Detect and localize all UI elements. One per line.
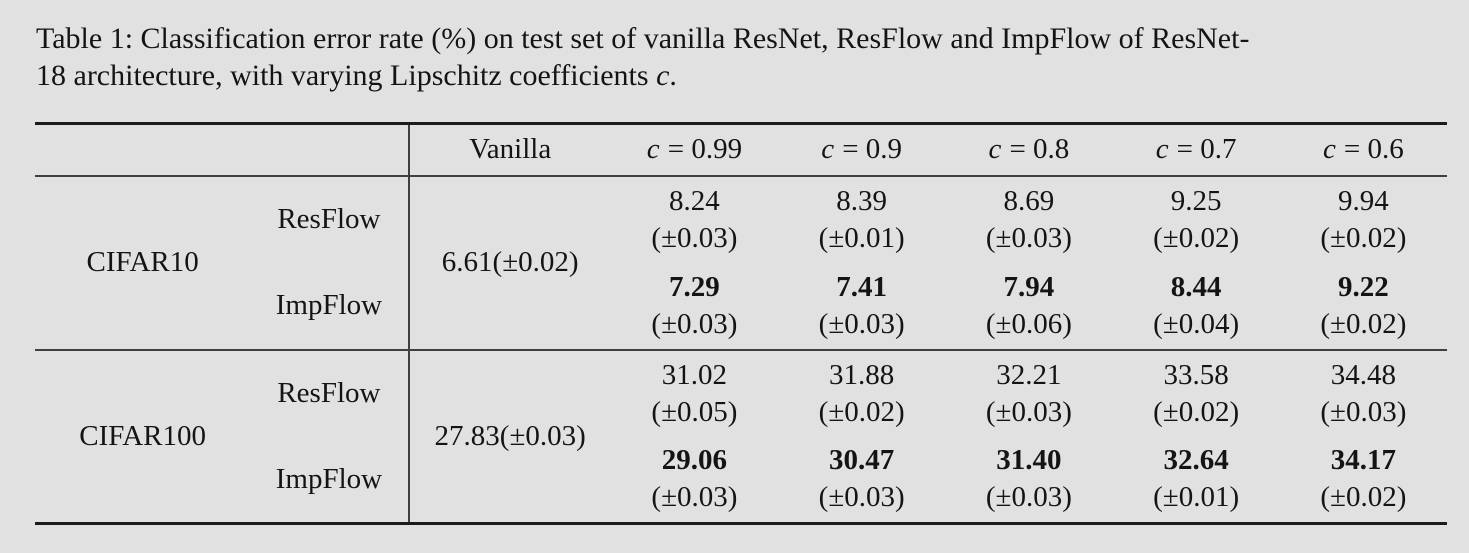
cell-cifar10-resflow-c06: 9.94 (±0.02) xyxy=(1320,184,1407,254)
cell-cifar100-resflow-c06: 34.48 (±0.03) xyxy=(1320,358,1407,428)
model-label-impflow: ImpFlow xyxy=(275,289,383,321)
caption-line2: 18 architecture, with varying Lipschitz … xyxy=(36,59,677,92)
cell-cifar100-impflow-c06: 34.17 (±0.02) xyxy=(1320,444,1407,514)
header-c-0-8: c = 0.8 xyxy=(988,133,1070,166)
cell-cifar100-resflow-c08: 32.21 (±0.03) xyxy=(985,358,1072,428)
cifar100-block: CIFAR100 ResFlow 27.83(±0.03) 31.02 (±0.0… xyxy=(35,349,1447,524)
vanilla-value-cifar10: 6.61(±0.02) xyxy=(407,175,611,350)
cell-cifar10-impflow-c06: 9.22 (±0.02) xyxy=(1320,270,1407,340)
cell-cifar10-resflow-c09: 8.39 (±0.01) xyxy=(818,184,905,254)
cifar100-resflow-row: CIFAR100 ResFlow 27.83(±0.03) 31.02 (±0.0… xyxy=(35,349,1447,524)
header-empty-dataset xyxy=(35,124,250,176)
cell-cifar10-resflow-c099: 8.24 (±0.03) xyxy=(651,184,738,254)
table-caption: Table 1: Classification error rate (%) o… xyxy=(36,20,1448,94)
cell-cifar100-impflow-c07: 32.64 (±0.01) xyxy=(1153,444,1240,514)
math-c: c xyxy=(821,133,835,166)
model-label-resflow: ResFlow xyxy=(277,203,381,235)
caption-period: . xyxy=(669,59,677,92)
cell-cifar10-impflow-c099: 7.29 (±0.03) xyxy=(651,270,738,340)
cell-cifar10-impflow-c09: 7.41 (±0.03) xyxy=(818,270,905,340)
cell-cifar100-impflow-c099: 29.06 (±0.03) xyxy=(651,444,738,514)
math-c: c xyxy=(646,133,660,166)
cell-cifar10-impflow-c07: 8.44 (±0.04) xyxy=(1153,270,1240,340)
vanilla-value-cifar100: 27.83(±0.03) xyxy=(407,349,611,524)
cifar10-impflow-row: ImpFlow 7.29 (±0.03) 7.41 (±0.03) 7.94 (±0.… xyxy=(35,263,1447,350)
cell-cifar10-impflow-c08: 7.94 (±0.06) xyxy=(985,270,1072,340)
cell-cifar100-resflow-c099: 31.02 (±0.05) xyxy=(651,358,738,428)
header-c-0-7: c = 0.7 xyxy=(1155,133,1237,166)
cifar10-block: CIFAR10 ResFlow 6.61(±0.02) 8.24 (±0.03) … xyxy=(35,175,1447,350)
results-table: Vanilla c = 0.99 c = 0.9 c = 0.8 c = 0.7 c = … xyxy=(35,122,1447,525)
cell-cifar100-resflow-c07: 33.58 (±0.02) xyxy=(1153,358,1240,428)
header-empty-model xyxy=(250,124,408,176)
cifar10-resflow-row: CIFAR10 ResFlow 6.61(±0.02) 8.24 (±0.03) … xyxy=(35,175,1447,350)
header-vanilla: Vanilla xyxy=(407,123,611,176)
dataset-label-cifar100: CIFAR100 xyxy=(79,419,207,452)
header-row: Vanilla c = 0.99 c = 0.9 c = 0.8 c = 0.7 c = … xyxy=(35,123,1447,176)
model-label-impflow: ImpFlow xyxy=(275,462,383,495)
math-c: c xyxy=(1155,133,1169,166)
dataset-label-cifar10: CIFAR10 xyxy=(86,246,199,278)
cell-cifar10-resflow-c08: 8.69 (±0.03) xyxy=(985,184,1072,254)
table-header: Vanilla c = 0.99 c = 0.9 c = 0.8 c = 0.7 c = … xyxy=(35,123,1447,176)
caption-line2-text: 18 architecture, with varying Lipschitz … xyxy=(36,59,657,92)
math-c: c xyxy=(1322,133,1336,166)
cell-cifar100-resflow-c09: 31.88 (±0.02) xyxy=(818,358,905,428)
cell-cifar100-impflow-c09: 30.47 (±0.03) xyxy=(818,444,905,514)
caption-math-c: c xyxy=(656,59,670,92)
header-c-0-6: c = 0.6 xyxy=(1322,133,1404,166)
cifar100-impflow-row: ImpFlow 29.06 (±0.03) 30.47 (±0.03) 31.40(… xyxy=(35,437,1447,524)
cell-cifar10-resflow-c07: 9.25 (±0.02) xyxy=(1153,184,1240,254)
cell-cifar100-impflow-c08: 31.40 (±0.03) xyxy=(985,444,1072,514)
header-c-0-99: c = 0.99 xyxy=(646,133,743,166)
math-c: c xyxy=(988,133,1002,166)
model-label-resflow: ResFlow xyxy=(277,377,381,409)
caption-line1: Table 1: Classification error rate (%) o… xyxy=(36,22,1250,55)
header-c-0-9: c = 0.9 xyxy=(821,133,903,166)
